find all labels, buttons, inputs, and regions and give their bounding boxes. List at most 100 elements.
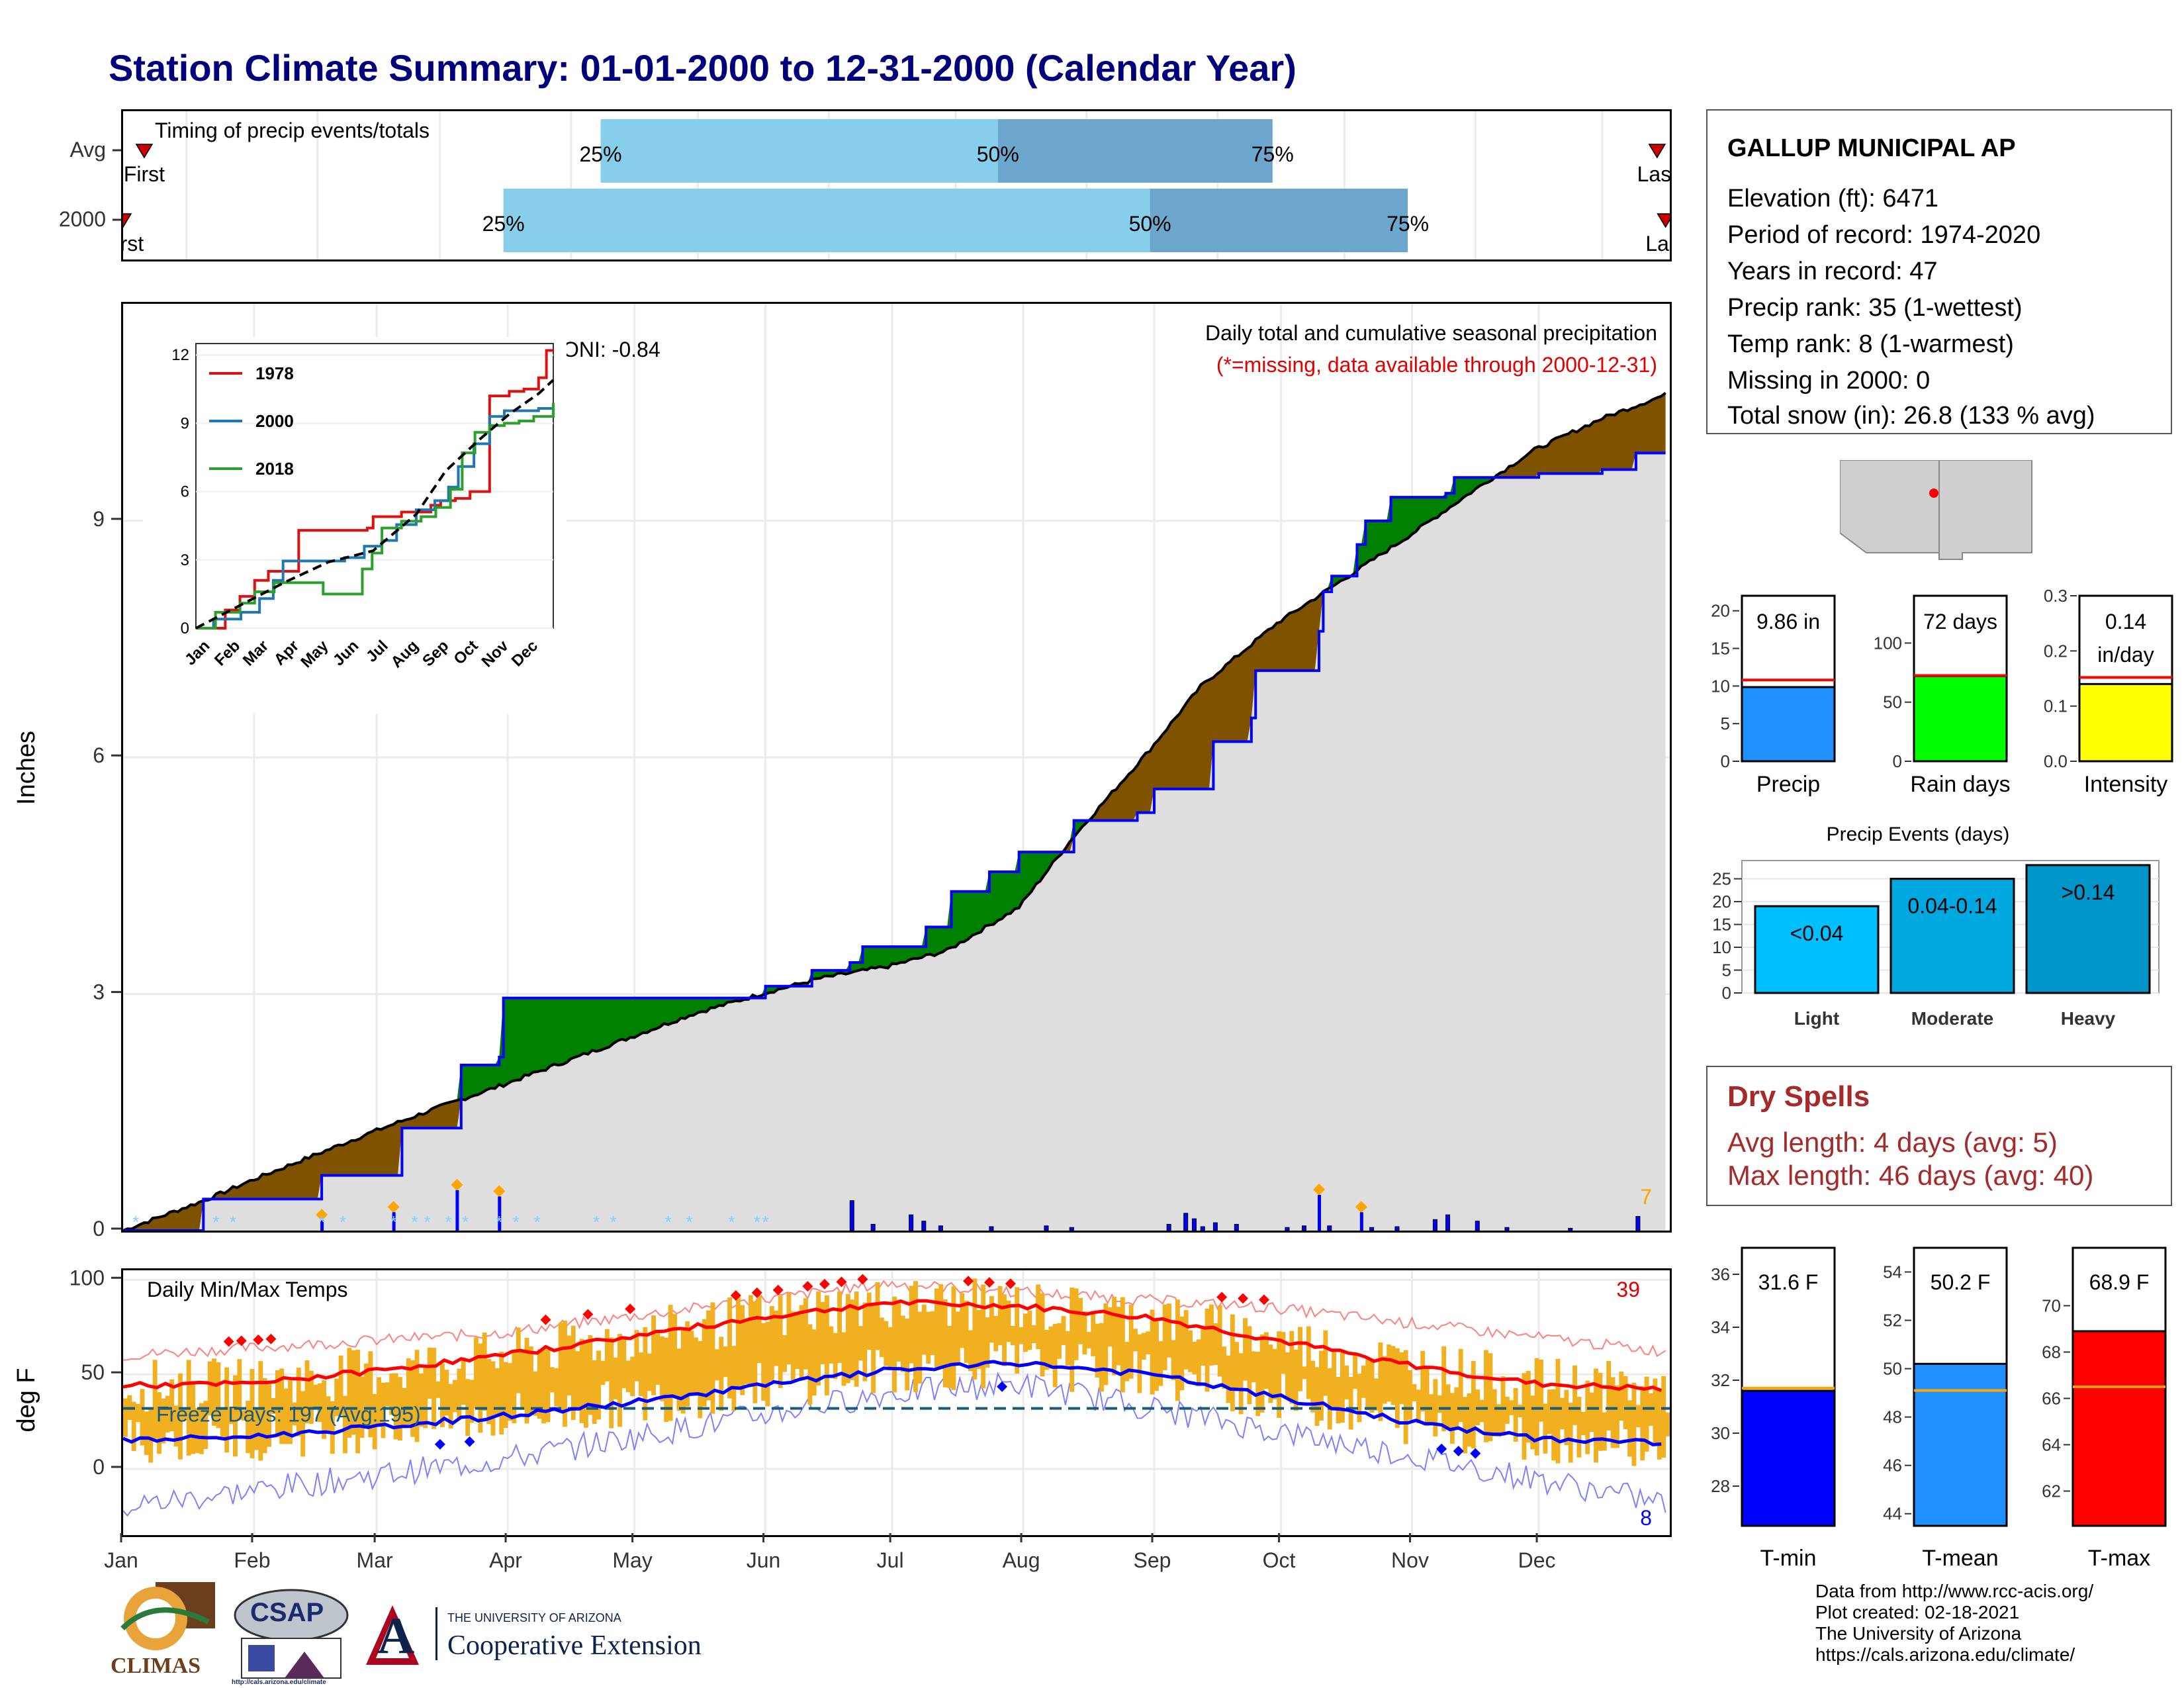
daily-temp-range-bar — [1238, 1353, 1244, 1415]
daily-temp-range-bar — [1374, 1378, 1379, 1411]
daily-temp-range-bar — [1619, 1372, 1624, 1421]
station-temp-rank: Temp rank: 8 (1-warmest) — [1727, 330, 2014, 358]
dry-spells-title: Dry Spells — [1727, 1080, 1870, 1113]
timing-bar-upper — [1150, 189, 1408, 252]
daily-temp-range-bar — [630, 1356, 635, 1397]
station-info-box: GALLUP MUNICIPAL AP Elevation (ft): 6471… — [1706, 109, 2172, 434]
daily-temp-range-bar — [778, 1295, 783, 1388]
daily-temp-range-bar — [1192, 1341, 1197, 1375]
daily-temp-range-bar — [731, 1346, 737, 1411]
daily-precip-bar — [921, 1221, 927, 1231]
daily-temp-range-bar — [1243, 1318, 1248, 1381]
climas-logo: CLIMAS — [109, 1582, 215, 1681]
daily-temp-range-bar — [1036, 1284, 1041, 1350]
daily-temp-range-bar — [1006, 1300, 1011, 1342]
daily-temp-range-bar — [1188, 1330, 1193, 1372]
temp-ytick: 100 — [69, 1266, 105, 1289]
daily-temp-range-bar — [1116, 1307, 1121, 1366]
timing-row-label: Avg — [69, 138, 106, 162]
precip-events-bar-label: >0.14 — [2062, 880, 2115, 904]
record-high-marker — [772, 1284, 784, 1295]
small-bar-value — [2071, 1330, 2167, 1527]
daily-precip-bar — [1285, 1227, 1290, 1231]
daily-temp-range-bar — [1559, 1397, 1565, 1430]
daily-temp-range-bar — [398, 1377, 402, 1441]
daily-temp-range-bar — [1226, 1355, 1231, 1403]
daily-temp-range-bar — [233, 1375, 238, 1457]
daily-temp-range-bar — [1073, 1288, 1079, 1360]
snow-marker: * — [665, 1212, 672, 1231]
daily-temp-range-bar — [1044, 1329, 1049, 1370]
daily-temp-range-bar — [1259, 1334, 1265, 1413]
station-period: Period of record: 1974-2020 — [1727, 221, 2041, 249]
average-cumulative-line — [123, 391, 1666, 1231]
daily-temp-range-bar — [435, 1381, 441, 1398]
daily-temp-range-bar — [698, 1340, 703, 1419]
temp-xtick: Apr — [489, 1548, 522, 1572]
precip-total-bar-group: 0.0 0.1 0.2 0.3 — [2044, 586, 2173, 771]
daily-temp-range-bar — [829, 1326, 834, 1364]
daily-temp-range-bar — [1623, 1376, 1628, 1430]
small-bar-tick-label: 0.3 — [2044, 586, 2068, 606]
daily-temp-range-bar — [469, 1380, 475, 1423]
daily-temp-range-bar — [1057, 1323, 1062, 1359]
daily-temp-range-bar — [854, 1291, 859, 1387]
daily-precip-bar — [870, 1223, 876, 1231]
daily-temp-range-bar — [520, 1352, 525, 1410]
record-high-marker — [625, 1303, 636, 1315]
temp-bars-chart: 28 30 32 34 36 31.6 F T-min 44 46 48 50 52 54 50.2 F T… — [1711, 1246, 2167, 1571]
daily-temp-range-bar — [1314, 1367, 1320, 1427]
small-bar-tick-label: 28 — [1711, 1476, 1730, 1496]
daily-temp-range-bar — [486, 1358, 492, 1425]
daily-temp-range-bar — [837, 1291, 842, 1363]
daily-temp-range-bar — [1530, 1395, 1535, 1450]
daily-temp-range-bar — [871, 1305, 876, 1393]
snow-marker: * — [412, 1212, 418, 1231]
precip-events-bar — [2025, 864, 2151, 994]
daily-temp-range-bar — [516, 1327, 521, 1393]
daily-temp-range-bar — [537, 1349, 542, 1419]
daily-temp-range-bar — [655, 1333, 660, 1385]
daily-temp-range-bar — [947, 1325, 952, 1388]
daily-temp-range-bar — [1027, 1310, 1032, 1350]
daily-temp-range-bar — [807, 1324, 813, 1405]
daily-temp-range-bar — [972, 1278, 978, 1380]
snow-marker: * — [132, 1212, 139, 1231]
small-bar-value — [1741, 686, 1836, 763]
daily-temp-range-bar — [917, 1311, 923, 1384]
daily-temp-range-bar — [512, 1350, 517, 1424]
daily-temp-range-bar — [824, 1295, 829, 1396]
precip-total-value-label: 9.86 in — [1756, 610, 1820, 633]
daily-temp-range-bar — [1408, 1370, 1412, 1420]
temp-xtick: Sep — [1134, 1548, 1171, 1572]
daily-precip-bar — [1504, 1227, 1510, 1231]
daily-temp-range-bar — [1602, 1412, 1607, 1451]
daily-temp-range-bar — [579, 1338, 584, 1423]
daily-temp-range-bar — [423, 1368, 428, 1429]
daily-temp-range-bar — [1217, 1305, 1222, 1377]
daily-temp-range-bar — [1015, 1287, 1020, 1374]
daily-temp-range-bar — [1272, 1348, 1277, 1400]
daily-temp-range-bar — [820, 1301, 825, 1364]
daily-temp-range-bar — [1657, 1388, 1662, 1460]
daily-temp-range-bar — [702, 1319, 707, 1407]
daily-temp-range-bar — [926, 1311, 931, 1364]
daily-temp-range-bar — [1141, 1333, 1146, 1360]
daily-temp-range-bar — [596, 1350, 602, 1420]
daily-temp-range-bar — [1594, 1368, 1598, 1463]
daily-temp-range-bar — [749, 1295, 753, 1387]
daily-precip-bar — [1044, 1225, 1049, 1231]
daily-temp-range-bar — [228, 1406, 234, 1425]
daily-temp-range-bar — [938, 1284, 944, 1369]
daily-temp-range-bar — [1230, 1314, 1235, 1411]
daily-temp-range-bar — [1277, 1331, 1282, 1418]
daily-temp-range-bar — [1323, 1330, 1328, 1396]
daily-temp-range-bar — [740, 1305, 745, 1395]
snow-marker: * — [610, 1212, 617, 1231]
daily-temp-range-bar — [1589, 1392, 1594, 1432]
daily-temp-range-bar — [292, 1402, 297, 1426]
daily-precip-bar — [1212, 1222, 1218, 1231]
station-elevation: Elevation (ft): 6471 — [1727, 185, 1938, 212]
daily-temp-range-bar — [418, 1373, 424, 1427]
daily-temp-range-bar — [1365, 1356, 1371, 1411]
